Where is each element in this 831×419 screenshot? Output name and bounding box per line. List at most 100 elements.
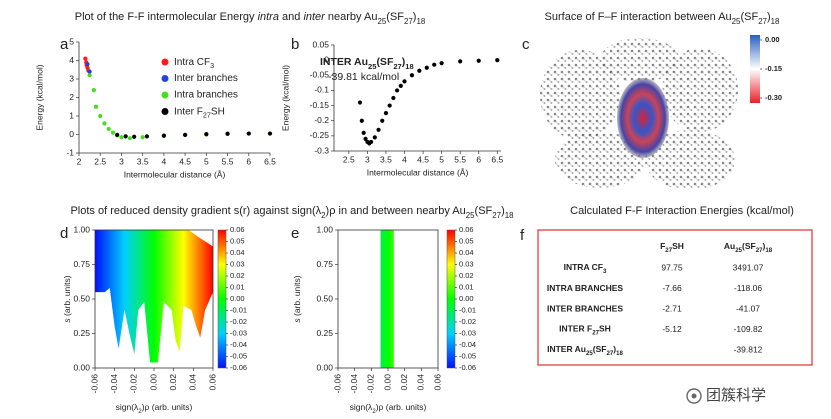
text-part: SH bbox=[672, 241, 684, 251]
x-tick-label: -0.04 bbox=[109, 374, 119, 394]
data-point bbox=[144, 134, 150, 139]
text-part: F bbox=[660, 241, 665, 251]
table-cell: -39.812 bbox=[734, 344, 763, 354]
table-cell: INTER F27SH bbox=[559, 324, 611, 337]
y-tick-label: 1 bbox=[69, 110, 74, 120]
x-tick-label: 6 bbox=[246, 156, 251, 166]
x-tick-label: -0.06 bbox=[89, 374, 99, 394]
data-point bbox=[376, 127, 381, 132]
text-part: ) bbox=[501, 205, 505, 217]
data-point bbox=[476, 58, 481, 63]
x-tick-label: 0.04 bbox=[416, 374, 426, 391]
data-point bbox=[127, 136, 133, 141]
text-part: (SF bbox=[386, 11, 404, 23]
data-point bbox=[495, 58, 500, 63]
data-point bbox=[439, 61, 444, 66]
text-part: Au bbox=[724, 241, 735, 251]
panel-label: f bbox=[520, 227, 525, 244]
data-point bbox=[115, 132, 120, 137]
text-part: 18 bbox=[405, 62, 413, 71]
y-tick-label: 0 bbox=[324, 54, 329, 64]
y-tick-label: 0.75 bbox=[73, 259, 90, 269]
y-tick-label: -0.05 bbox=[310, 70, 330, 80]
y-tick-label: 0.00 bbox=[73, 362, 90, 372]
y-tick-label: -0.15 bbox=[310, 100, 330, 110]
x-tick-label: 3.5 bbox=[380, 154, 392, 164]
text-part: 25 bbox=[466, 211, 475, 220]
legend-marker bbox=[161, 91, 169, 99]
x-tick-label: 4.5 bbox=[179, 156, 191, 166]
text-part: 27 bbox=[592, 330, 599, 337]
data-point bbox=[361, 130, 366, 135]
x-tick-label: -0.04 bbox=[349, 374, 359, 394]
molecule-image bbox=[540, 38, 738, 190]
colorbar-tick-label: 0.03 bbox=[230, 259, 245, 268]
data-point bbox=[87, 69, 92, 74]
data-point bbox=[110, 130, 116, 135]
y-tick-label: 1.00 bbox=[73, 224, 90, 234]
x-tick-label: 3.5 bbox=[137, 156, 149, 166]
text-part: (SF bbox=[740, 11, 758, 23]
colorbar-tick-label: -0.01 bbox=[230, 305, 247, 314]
data-point bbox=[85, 62, 90, 67]
colorbar-tick-label: 0.04 bbox=[230, 248, 245, 257]
text-part: 25 bbox=[586, 350, 593, 357]
data-point bbox=[93, 104, 99, 109]
text-part: SH bbox=[599, 324, 611, 334]
table-header: Au25(SF27)18 bbox=[724, 241, 773, 254]
colorbar-tick-label: -0.02 bbox=[230, 317, 247, 326]
x-tick-label: 0.00 bbox=[148, 374, 158, 391]
text-part: 25 bbox=[732, 17, 741, 26]
colorbar-tick-label: 0.04 bbox=[459, 248, 474, 257]
text-part: Inter F bbox=[174, 106, 203, 117]
data-point bbox=[140, 135, 145, 140]
data-point bbox=[204, 132, 209, 137]
x-tick-label: 0.04 bbox=[188, 374, 198, 391]
text-part: 27 bbox=[756, 247, 763, 254]
y-axis-label: s (arb. units) bbox=[292, 275, 302, 322]
colorbar-tick-label: 0.00 bbox=[459, 294, 474, 303]
colorbar-tick-label: -0.06 bbox=[230, 363, 247, 372]
data-point bbox=[394, 88, 400, 93]
text-part: intra bbox=[258, 11, 279, 23]
data-point bbox=[458, 59, 463, 64]
panel-label: a bbox=[60, 36, 69, 53]
y-axis-label: Energy (kcal/mol) bbox=[280, 65, 290, 131]
x-tick-label: 5 bbox=[439, 154, 444, 164]
x-tick-label: 3 bbox=[365, 154, 370, 164]
text-part: nearby Au bbox=[325, 11, 378, 23]
y-tick-label: -0.3 bbox=[314, 145, 329, 155]
chart: 0.06 0.05 0.04 0.03 0.02 0.01 0.00 -0.01 -0.02 -0… bbox=[62, 224, 247, 415]
colorbar-tick-label: 0.02 bbox=[459, 271, 474, 280]
y-axis-label: Energy (kcal/mol) bbox=[34, 64, 44, 130]
colorbar-tick-label: 0.06 bbox=[230, 225, 245, 234]
text-part: ) bbox=[613, 344, 616, 354]
text-part: Intra CF bbox=[174, 57, 210, 68]
y-tick-label: 0.00 bbox=[316, 362, 333, 372]
colorbar-tick-label: -0.05 bbox=[230, 351, 247, 360]
x-tick-label: 0.02 bbox=[168, 374, 178, 391]
x-tick-label: 5 bbox=[204, 156, 209, 166]
x-tick-label: 4 bbox=[402, 154, 407, 164]
text-part: ) bbox=[767, 11, 771, 23]
x-tick-label: -0.06 bbox=[332, 374, 342, 394]
x-tick-label: 0.00 bbox=[382, 374, 392, 391]
table-cell: -118.06 bbox=[734, 283, 762, 293]
colorbar-tick-label: 0.02 bbox=[230, 271, 245, 280]
y-tick-label: 1.00 bbox=[316, 224, 333, 234]
text-part: sign(λ bbox=[350, 402, 373, 412]
data-point bbox=[369, 139, 374, 145]
table-cell: INTRA CF3 bbox=[564, 262, 607, 275]
legend-label: Inter F27SH bbox=[174, 106, 225, 120]
text-part: 2 bbox=[138, 408, 142, 415]
text-part: (arb. units) bbox=[62, 275, 72, 318]
data-point bbox=[161, 133, 166, 138]
y-tick-label: -1 bbox=[66, 147, 74, 157]
text-part: )ρ (arb. units) bbox=[142, 402, 193, 412]
data-point bbox=[417, 68, 422, 73]
table-cell: -7.66 bbox=[662, 283, 682, 293]
colorbar-tick-label: 0.01 bbox=[230, 282, 245, 291]
text-part: ) bbox=[763, 241, 766, 251]
text-part: inter bbox=[303, 11, 326, 23]
